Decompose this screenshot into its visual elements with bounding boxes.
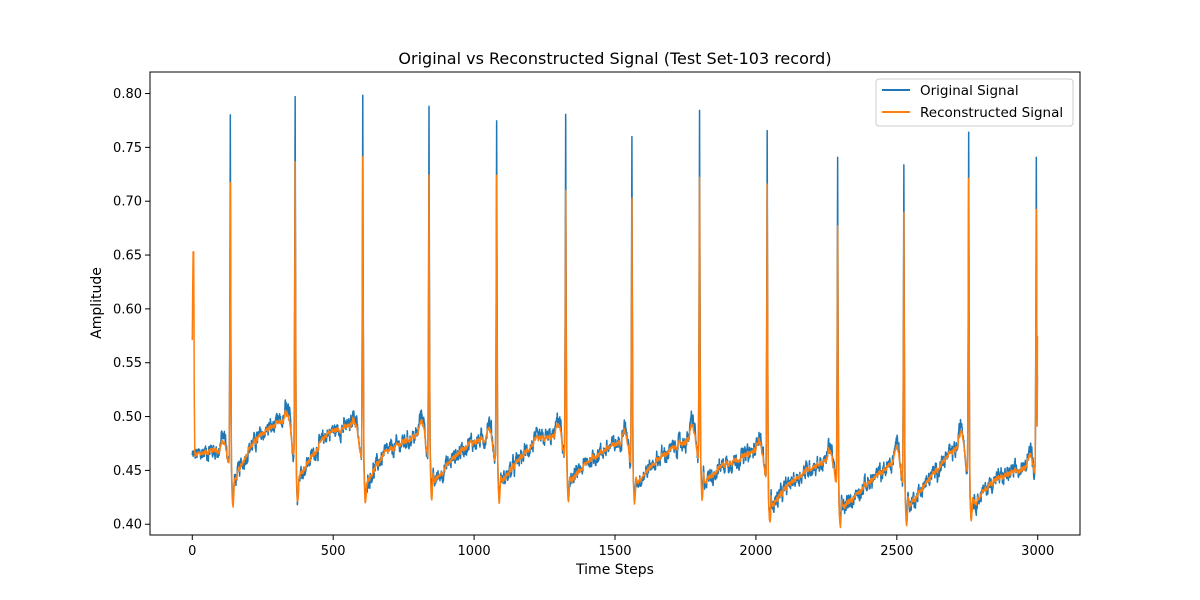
x-tick-label: 2500 bbox=[880, 544, 913, 559]
x-tick-label: 0 bbox=[188, 544, 196, 559]
plot-layer bbox=[191, 94, 1039, 529]
y-axis: 0.40 0.45 0.50 0.55 0.60 0.65 0.70 0.75 0.80 bbox=[113, 87, 150, 533]
x-tick-label: 1500 bbox=[598, 544, 631, 559]
y-tick-label: 0.50 bbox=[113, 410, 142, 425]
chart-title: Original vs Reconstructed Signal (Test S… bbox=[398, 49, 831, 68]
y-tick-label: 0.60 bbox=[113, 302, 142, 317]
y-tick-label: 0.75 bbox=[113, 141, 142, 156]
series-line-reconstructed bbox=[191, 156, 1039, 529]
y-axis-label: Amplitude bbox=[89, 267, 105, 339]
x-axis-label: Time Steps bbox=[575, 562, 654, 578]
y-tick-label: 0.70 bbox=[113, 195, 142, 210]
x-axis: 0 500 1000 1500 2000 2500 3000 bbox=[188, 535, 1054, 559]
x-tick-label: 2000 bbox=[739, 544, 772, 559]
x-tick-label: 3000 bbox=[1021, 544, 1054, 559]
y-tick-label: 0.65 bbox=[113, 249, 142, 264]
legend: Original Signal Reconstructed Signal bbox=[875, 78, 1074, 127]
y-tick-label: 0.40 bbox=[113, 518, 142, 533]
legend-label-reconstructed: Reconstructed Signal bbox=[920, 105, 1063, 121]
x-tick-label: 500 bbox=[321, 544, 346, 559]
y-tick-label: 0.55 bbox=[113, 356, 142, 371]
y-tick-label: 0.80 bbox=[113, 87, 142, 102]
legend-box bbox=[875, 78, 1074, 127]
x-tick-label: 1000 bbox=[458, 544, 491, 559]
y-tick-label: 0.45 bbox=[113, 464, 142, 479]
legend-label-original: Original Signal bbox=[920, 83, 1019, 99]
